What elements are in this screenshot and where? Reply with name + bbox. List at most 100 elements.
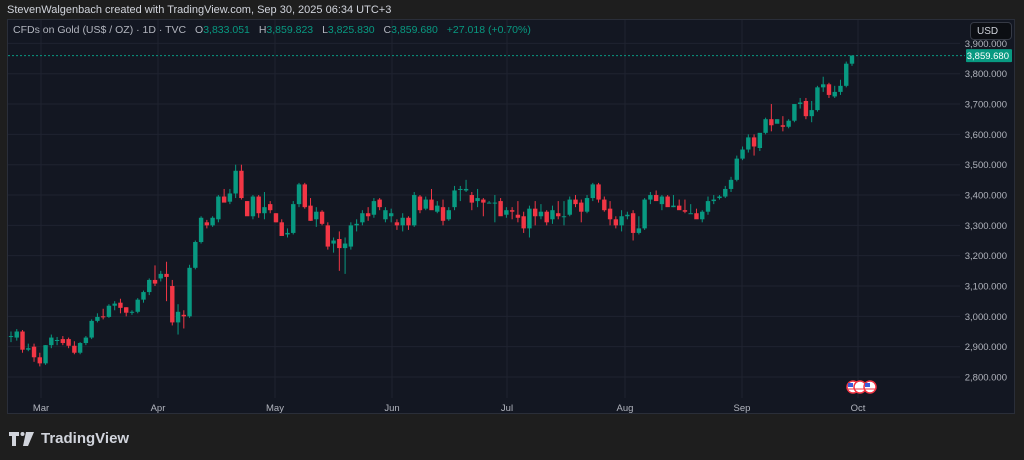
- candle: [181, 314, 187, 317]
- candle: [463, 188, 469, 191]
- time-tick-label: Oct: [851, 403, 866, 414]
- candle: [844, 63, 849, 86]
- candle: [152, 279, 158, 284]
- candle: [147, 279, 152, 293]
- candle: [198, 217, 204, 243]
- last-price-line: 3,859.680: [8, 49, 1012, 63]
- candle: [77, 343, 83, 353]
- candle: [584, 198, 590, 212]
- candle: [723, 188, 728, 197]
- time-tick-label: Jun: [384, 403, 399, 414]
- candle: [49, 337, 54, 346]
- candle: [20, 331, 25, 350]
- low-value: 3,825.830: [327, 24, 375, 36]
- candle: [607, 208, 613, 220]
- candle: [751, 137, 757, 147]
- candle: [630, 213, 636, 233]
- candle: [365, 213, 371, 217]
- candle: [233, 170, 238, 194]
- candle: [112, 303, 117, 306]
- candle: [250, 196, 256, 217]
- candle: [648, 195, 653, 200]
- candle: [187, 267, 192, 317]
- candle: [700, 211, 705, 220]
- candle: [458, 188, 463, 190]
- price-tick-label: 3,900.000: [965, 39, 1007, 50]
- candle: [37, 357, 43, 364]
- candle: [797, 102, 803, 105]
- candle: [262, 207, 267, 214]
- candle: [106, 305, 112, 317]
- candle: [354, 223, 359, 226]
- candle: [83, 337, 89, 344]
- candle: [486, 202, 492, 204]
- candle: [227, 193, 233, 202]
- candle: [135, 299, 140, 312]
- currency-button[interactable]: USD: [970, 22, 1012, 40]
- candle: [532, 208, 538, 217]
- candle: [95, 316, 100, 321]
- candle: [786, 120, 791, 127]
- price-tick-label: 3,000.000: [965, 312, 1007, 323]
- candle: [26, 348, 31, 350]
- candle: [400, 217, 405, 226]
- candle: [204, 222, 210, 226]
- candle: [820, 84, 826, 88]
- price-tick-label: 3,700.000: [965, 100, 1007, 111]
- close-label: C: [383, 24, 392, 36]
- candles: [8, 55, 855, 367]
- candle: [216, 196, 221, 220]
- candle: [740, 149, 745, 159]
- tradingview-logo: TradingView: [9, 430, 129, 447]
- candle: [118, 302, 123, 308]
- candle: [481, 199, 486, 203]
- candle: [239, 170, 244, 199]
- price-tick-label: 2,800.000: [965, 373, 1007, 384]
- price-axis[interactable]: 3,900.000 3,800.000 3,700.000 3,600.000 3,50…: [965, 39, 1007, 384]
- candle: [406, 217, 411, 226]
- candle: [440, 207, 446, 221]
- open-label: O: [195, 24, 204, 36]
- candle: [8, 336, 14, 338]
- high-value: 3,859.823: [266, 24, 314, 36]
- candle: [170, 286, 175, 323]
- open-value: 3,833.051: [203, 24, 250, 36]
- candle: [475, 198, 480, 202]
- candle: [579, 202, 584, 212]
- candle: [527, 208, 532, 229]
- candle: [596, 184, 601, 200]
- candle: [769, 119, 774, 126]
- candle: [504, 210, 509, 215]
- candle: [273, 213, 279, 223]
- candle: [308, 205, 313, 221]
- candle: [602, 199, 607, 211]
- candle: [452, 190, 457, 208]
- high-label: H: [258, 24, 267, 36]
- candle: [671, 205, 676, 208]
- candle: [256, 196, 261, 214]
- price-tick-label: 3,500.000: [965, 160, 1007, 171]
- price-tick-label: 3,100.000: [965, 282, 1007, 293]
- candle: [342, 243, 348, 249]
- candle: [383, 210, 388, 220]
- candle: [774, 119, 780, 124]
- candle: [711, 199, 716, 202]
- candle: [394, 222, 400, 226]
- candle: [688, 213, 693, 215]
- candle: [124, 307, 129, 313]
- candle: [815, 87, 820, 111]
- candle: [371, 201, 377, 215]
- time-axis[interactable]: Mar Apr May Jun Jul Aug Sep Oct: [33, 403, 866, 414]
- candle: [417, 196, 423, 211]
- candle: [642, 199, 647, 229]
- us-flag-event-icons[interactable]: [846, 380, 877, 394]
- candle: [296, 184, 302, 205]
- candle: [780, 125, 786, 127]
- last-price-label: 3,859.680: [967, 51, 1009, 62]
- candle: [659, 196, 665, 205]
- candle: [728, 179, 734, 189]
- time-tick-label: Aug: [617, 403, 634, 414]
- candle: [469, 195, 475, 203]
- candle: [337, 238, 342, 249]
- candle: [619, 216, 624, 226]
